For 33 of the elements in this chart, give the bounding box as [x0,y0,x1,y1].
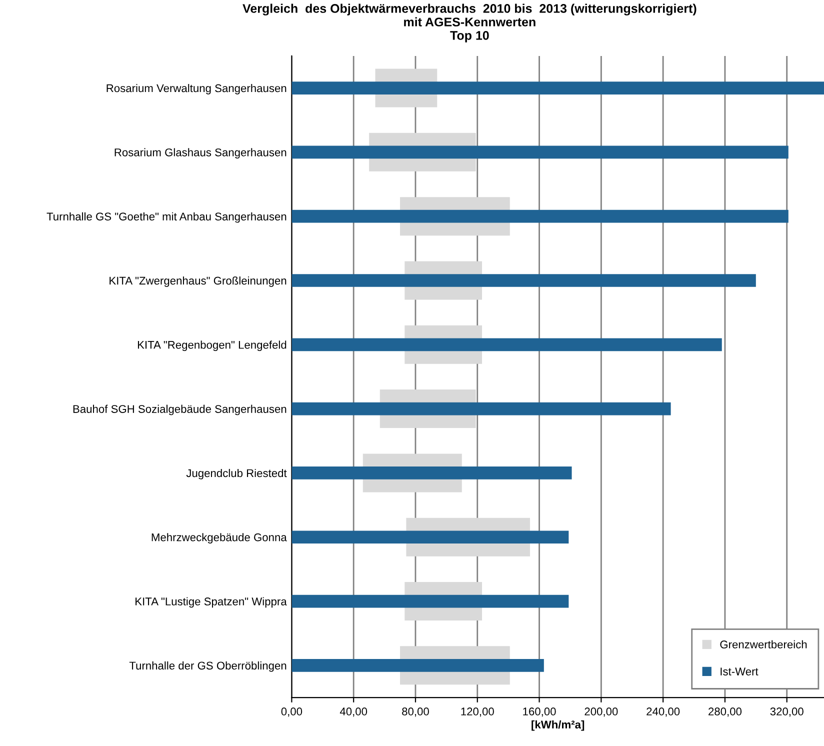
x-tick-label: 80,00 [402,708,429,717]
x-tick-label: 200,00 [584,708,618,717]
bar [292,530,569,544]
x-tick-label: 240,00 [646,708,680,717]
legend-label: Grenzwertbereich [720,640,807,648]
bar [292,594,569,608]
y-tick-label: KITA "Regenbogen" Lengefeld [138,340,286,351]
bar [292,146,788,159]
bar [292,338,722,352]
x-tick-label: 120,00 [461,708,494,717]
y-tick-label: Turnhalle GS "Goethe" mit Anbau Sangerhausen [46,212,286,223]
x-axis-title: [kWh/m²a] [532,720,584,731]
y-tick-label: KITA "Zwergenhaus" Großleinungen [110,276,286,287]
y-tick-label: KITA "Lustige Spatzen" Wippra [136,597,287,608]
y-tick-label: Rosarium Verwaltung Sangerhausen [106,84,286,94]
bar [292,659,544,672]
y-tick-label: Turnhalle der GS Oberröblingen [129,661,286,672]
chart-title: Vergleich des Objektwärmeverbrauchs 2010 bis 2013 (witterungskorrigiert) mit AGES-Kennwerten Top 10 [242,4,696,42]
bar [292,210,788,223]
x-tick-label: 0,00 [281,708,302,717]
y-tick-label: Rosarium Glashaus Sangerhausen [114,148,286,159]
y-tick-label: Jugendclub Riestedt [186,468,287,480]
x-tick-label: 320,00 [770,708,804,717]
bar [292,466,572,480]
bar [292,402,671,416]
bar [292,82,824,94]
y-tick-label: Mehrzweckgebäude Gonna [152,533,287,544]
y-tick-label: Bauhof SGH Sozialgebäude Sangerhausen [73,404,286,416]
x-tick-label: 160,00 [523,708,556,717]
x-tick-label: 40,00 [340,708,368,717]
x-tick-label: 280,00 [708,708,742,717]
legend-label: Ist-Wert [720,668,758,676]
bar [292,274,756,287]
